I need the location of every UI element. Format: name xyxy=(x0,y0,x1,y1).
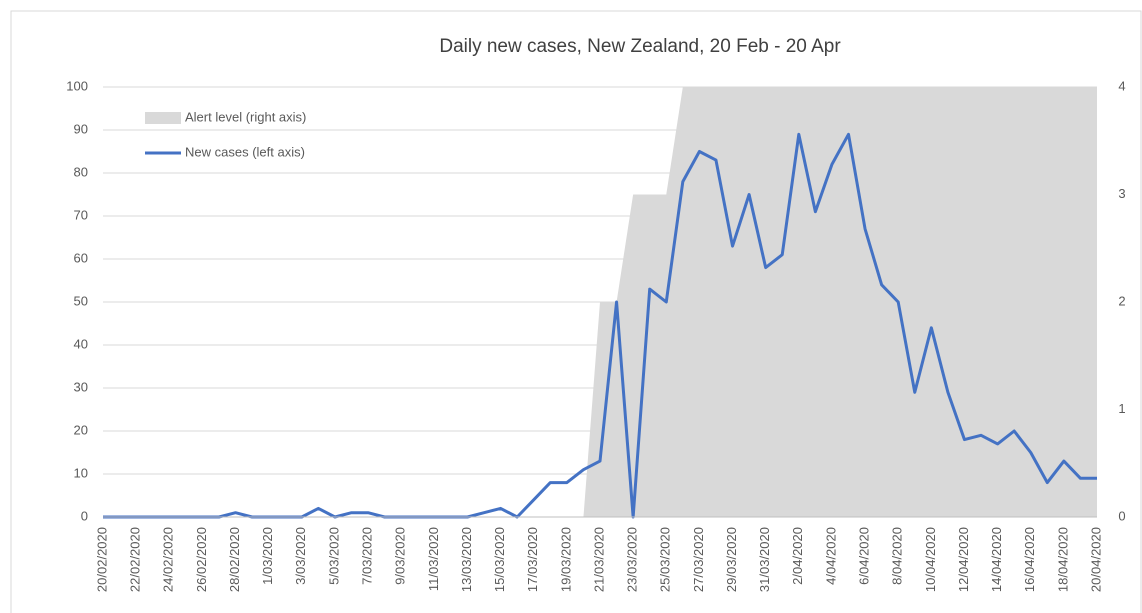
x-tick-label: 4/04/2020 xyxy=(823,527,838,585)
x-tick-label: 24/02/2020 xyxy=(161,527,176,592)
y-tick-label: 50 xyxy=(74,293,88,308)
x-tick-label: 17/03/2020 xyxy=(525,527,540,592)
x-tick-label: 22/02/2020 xyxy=(128,527,143,592)
y-tick-label: 10 xyxy=(74,465,88,480)
x-tick-label: 26/02/2020 xyxy=(194,527,209,592)
y-tick-label: 80 xyxy=(74,164,88,179)
x-tick-label: 15/03/2020 xyxy=(492,527,507,592)
y-tick-label: 30 xyxy=(74,379,88,394)
y-tick-label: 60 xyxy=(74,250,88,265)
chart-title: Daily new cases, New Zealand, 20 Feb - 2… xyxy=(439,36,841,57)
legend-swatch xyxy=(145,112,181,124)
y2-tick-label: 3 xyxy=(1118,186,1125,201)
x-tick-label: 2/04/2020 xyxy=(790,527,805,585)
x-tick-label: 6/04/2020 xyxy=(857,527,872,585)
x-tick-label: 19/03/2020 xyxy=(558,527,573,592)
x-tick-label: 11/03/2020 xyxy=(426,527,441,591)
x-tick-label: 20/04/2020 xyxy=(1088,527,1103,592)
x-tick-label: 18/04/2020 xyxy=(1055,527,1070,592)
x-tick-label: 9/03/2020 xyxy=(393,527,408,585)
x-tick-label: 21/03/2020 xyxy=(591,527,606,592)
x-tick-label: 3/03/2020 xyxy=(293,527,308,585)
alert-area xyxy=(103,87,1097,517)
x-tick-label: 13/03/2020 xyxy=(459,527,474,592)
x-tick-label: 29/03/2020 xyxy=(724,527,739,592)
x-tick-label: 1/03/2020 xyxy=(260,527,275,585)
y2-tick-label: 0 xyxy=(1118,508,1125,523)
x-tick-label: 20/02/2020 xyxy=(94,527,109,592)
x-tick-label: 10/04/2020 xyxy=(923,527,938,592)
x-tick-label: 27/03/2020 xyxy=(691,527,706,592)
x-tick-label: 5/03/2020 xyxy=(326,527,341,585)
y2-tick-label: 1 xyxy=(1118,401,1125,416)
y2-tick-label: 2 xyxy=(1118,293,1125,308)
y2-tick-label: 4 xyxy=(1118,78,1125,93)
x-tick-label: 16/04/2020 xyxy=(1022,527,1037,592)
y-tick-label: 100 xyxy=(66,78,88,93)
legend-label: Alert level (right axis) xyxy=(185,109,306,124)
y-tick-label: 20 xyxy=(74,422,88,437)
y-tick-label: 70 xyxy=(74,207,88,222)
x-tick-label: 25/03/2020 xyxy=(658,527,673,592)
x-tick-label: 12/04/2020 xyxy=(956,527,971,592)
x-tick-label: 28/02/2020 xyxy=(227,527,242,592)
legend-label: New cases (left axis) xyxy=(185,144,305,159)
x-tick-label: 31/03/2020 xyxy=(757,527,772,592)
x-tick-label: 8/04/2020 xyxy=(890,527,905,585)
x-tick-label: 23/03/2020 xyxy=(625,527,640,592)
y-tick-label: 40 xyxy=(74,336,88,351)
x-tick-label: 7/03/2020 xyxy=(360,527,375,585)
y-tick-label: 90 xyxy=(74,121,88,136)
y-tick-label: 0 xyxy=(81,508,88,523)
x-tick-label: 14/04/2020 xyxy=(989,527,1004,592)
